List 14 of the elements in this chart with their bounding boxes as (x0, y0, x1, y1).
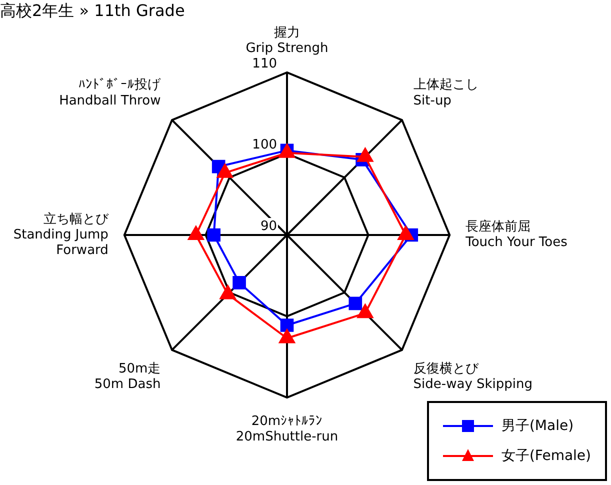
spoke-label: 長座体前屈 Touch Your Toes (464, 218, 568, 250)
chart-title: 高校2年生 » 11th Grade (0, 0, 185, 20)
spoke-label: 立ち幅とび Standing Jump Forward (13, 210, 110, 258)
spoke-label: 20mｼｬﾄﾙﾗﾝ 20mShuttle-run (236, 414, 338, 444)
y-tick-label: 90 (260, 218, 277, 234)
legend-label: 女子(Female) (501, 447, 591, 465)
spoke-label: 握力 Grip Strengh (246, 25, 328, 56)
spoke-label: 上体起こし Sit-up (413, 78, 478, 108)
spoke-label: ﾊﾝﾄﾞﾎﾞｰﾙ投げ Handball Throw (59, 78, 162, 108)
spoke-label: 反復横とび Side-way Skipping (413, 361, 533, 392)
y-tick-label: 100 (252, 138, 277, 153)
spoke-label: 50m走 50m Dash (94, 361, 161, 392)
y-tick-label: 110 (252, 56, 277, 72)
legend-label: 男子(Male) (501, 417, 574, 435)
